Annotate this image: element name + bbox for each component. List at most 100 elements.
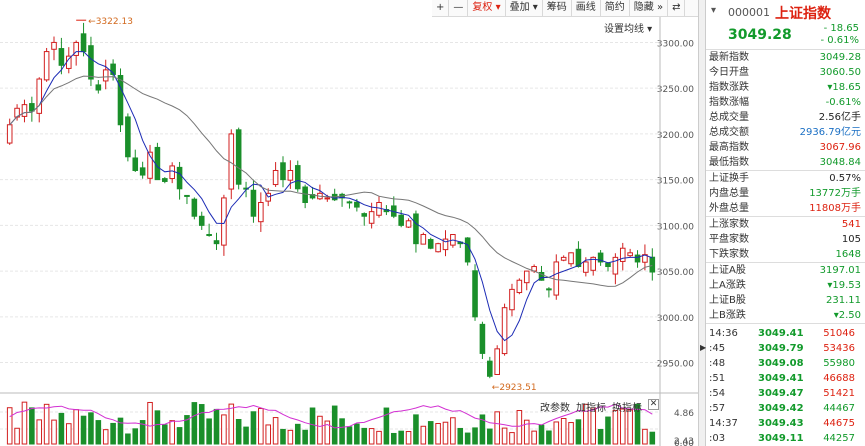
volume-bar: [553, 421, 560, 445]
tick-row: :51 3049.41 46688: [709, 373, 855, 384]
quote-row: 最低指数 3048.84: [706, 155, 865, 170]
candle-body: [110, 63, 116, 75]
toolbar-item-0[interactable]: +: [432, 0, 450, 16]
candle-body: [95, 84, 102, 91]
current-price: 3049.28: [728, 27, 792, 43]
volume-bar: [221, 414, 227, 445]
ma20-line: [9, 75, 653, 287]
candle-body: [553, 261, 560, 296]
volume-bar: [597, 428, 604, 445]
volume-bar: [206, 418, 212, 445]
volume-bar: [509, 432, 515, 445]
volume-bar: [568, 422, 574, 445]
quote-value: ▾19.53: [827, 280, 861, 291]
quote-label: 总成交量: [709, 112, 749, 123]
volume-bar: [331, 405, 338, 445]
candle-body: [21, 104, 28, 117]
volume-bar: [560, 417, 567, 445]
toolbar-item-6[interactable]: 简约: [601, 0, 630, 16]
quote-row: 下跌家数 1648: [706, 247, 865, 262]
volume-bar: [58, 412, 65, 445]
quote-section-sec1: 最新指数 3049.28 今日开盘 3060.50 指数涨跌 ▾18.65 指数涨幅 -0.6…: [706, 50, 865, 171]
candle-body: [154, 146, 161, 181]
toolbar-item-5[interactable]: 画线: [572, 0, 601, 16]
candle-body: [250, 189, 257, 217]
toolbar-item-2[interactable]: 复权 ▾: [468, 0, 506, 16]
toolbar-item-8[interactable]: ⇄: [668, 0, 686, 16]
ma-settings-button[interactable]: 设置均线 ▾: [604, 24, 653, 35]
quote-row: 上证B股 231.11: [706, 293, 865, 308]
volume-bar: [583, 403, 589, 445]
volume-bar: [132, 428, 139, 445]
tick-row: :45 3049.79 53436: [709, 343, 855, 354]
quote-label: 外盘总量: [709, 203, 749, 214]
candle-body: [634, 254, 641, 263]
candle-body: [597, 252, 604, 263]
quote-row: 总成交额 2936.79亿元: [706, 125, 865, 140]
toolbar-item-4[interactable]: 筹码: [543, 0, 572, 16]
volume-bar: [243, 426, 249, 445]
switch-indicator-button[interactable]: 换指标: [612, 403, 642, 414]
quote-label: 最高指数: [709, 142, 749, 153]
candle-body: [361, 213, 368, 217]
volume-bar: [184, 415, 190, 445]
quote-row: 今日开盘 3060.50: [706, 65, 865, 80]
candle-body: [398, 214, 404, 226]
close-indicator-icon[interactable]: ✕: [648, 399, 659, 410]
tick-row: :03 3049.11 44257: [709, 433, 855, 444]
candle-body: [605, 262, 611, 268]
candle-body: [523, 270, 530, 284]
candle-body: [560, 256, 567, 261]
stock-code: 000001: [728, 6, 770, 19]
y-tick-label: 3050.00: [657, 268, 694, 278]
y-tick-label: 3000.00: [657, 314, 694, 324]
volume-bar: [280, 428, 286, 445]
volume-bar: [6, 407, 13, 445]
candle-body: [509, 288, 515, 311]
kline-chart[interactable]: 3300.00 3250.00 3200.00 3150.00 3100.00 3050.…: [0, 0, 698, 446]
add-indicator-button[interactable]: 加指标: [576, 403, 606, 414]
candle-body: [88, 45, 94, 80]
candle-body: [413, 213, 419, 245]
volume-bar: [546, 430, 552, 445]
panel-splitter[interactable]: ▶: [698, 0, 706, 446]
candle-body: [302, 186, 308, 203]
candle-body: [206, 234, 212, 237]
tick-list: 14:36 3049.41 51046:45 3049.79 53436:48 3049.…: [706, 324, 865, 446]
volume-bar: [457, 427, 464, 445]
chevron-down-icon[interactable]: ▾: [711, 5, 717, 16]
toolbar-item-3[interactable]: 叠加 ▾: [506, 0, 543, 16]
quote-value: 3049.28: [819, 52, 861, 63]
volume-bar: [339, 418, 345, 445]
candle-body: [487, 360, 493, 377]
volume-bar: [376, 430, 382, 445]
quote-value: ▾18.65: [827, 82, 861, 93]
volume-bar: [43, 403, 50, 445]
candle-body: [294, 165, 301, 190]
quote-section-sec2: 上证换手 0.57% 内盘总量 13772万手 外盘总量 11808万手: [706, 171, 865, 217]
toolbar-item-1[interactable]: —: [449, 0, 469, 16]
quote-label: 下跌家数: [709, 249, 749, 260]
price-change: - 18.65- 0.61%: [820, 23, 859, 46]
candle-body: [464, 237, 471, 263]
quote-value: 1648: [835, 249, 861, 260]
volume-bar: [287, 429, 294, 445]
candle-body: [435, 243, 441, 253]
candle-body: [538, 272, 545, 281]
volume-bar: [634, 403, 641, 445]
volume-bar: [110, 422, 116, 445]
candle-body: [575, 248, 582, 268]
volume-bar: [228, 403, 235, 445]
candle-body: [287, 169, 294, 181]
expand-arrow-icon[interactable]: ▶: [700, 343, 707, 352]
toolbar-item-7[interactable]: 隐藏 »: [630, 0, 669, 16]
edit-params-button[interactable]: 改参数: [540, 403, 570, 414]
candle-body: [619, 247, 626, 262]
vol-tick-label: 0.00: [674, 439, 694, 446]
volume-bar: [531, 430, 537, 445]
volume-bar: [258, 408, 264, 445]
indicator-toolbar: 改参数 加指标 换指标 ✕: [540, 399, 665, 414]
volume-bar: [198, 404, 205, 445]
volume-bar: [65, 423, 72, 445]
quote-label: 上涨家数: [709, 219, 749, 230]
